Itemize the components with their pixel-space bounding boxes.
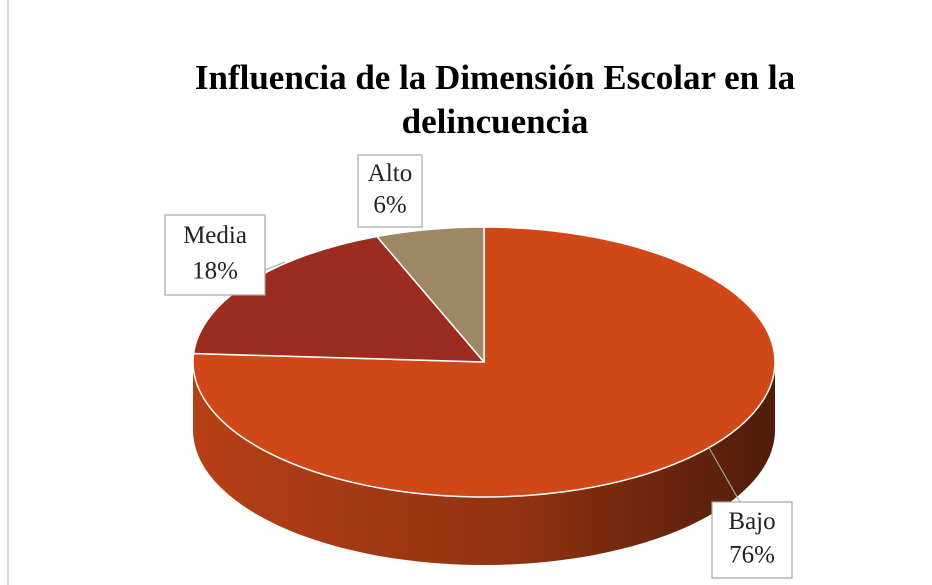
chart-title: Influencia de la Dimensión Escolar en la… [194,58,796,141]
label-category: Bajo [728,508,775,535]
label-value: 6% [373,192,406,219]
pie-slice [376,226,485,363]
pie-side-shade [193,362,775,565]
label-category: Media [183,222,247,249]
label-box [711,501,793,579]
label-value: 76% [729,541,775,568]
label-category: Alto [368,160,412,187]
label-value: 18% [192,257,238,284]
leader-line [264,261,286,271]
leader-line [707,445,741,503]
label-box [164,214,266,296]
label-box [357,154,423,228]
